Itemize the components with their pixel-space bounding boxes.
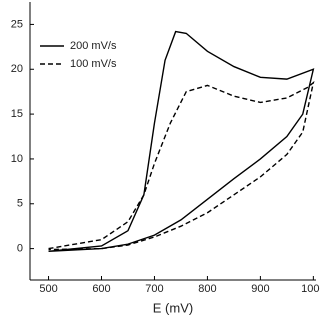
- x-axis-label: E (mV): [153, 300, 193, 315]
- legend-label: 200 mV/s: [70, 40, 117, 52]
- y-tick-label: 0: [17, 243, 23, 255]
- series-line: [48, 80, 315, 251]
- series-line: [48, 30, 315, 253]
- y-tick-label: 10: [11, 153, 23, 165]
- y-tick-label: 5: [17, 198, 23, 210]
- y-tick-label: 15: [11, 108, 23, 120]
- x-tick-label: 800: [198, 283, 216, 295]
- x-tick-label: 500: [39, 283, 57, 295]
- x-tick-label: 600: [92, 283, 110, 295]
- legend-label: 100 mV/s: [70, 58, 117, 70]
- y-tick-label: 20: [11, 63, 23, 75]
- y-tick-label: 25: [11, 18, 23, 30]
- x-tick-label: 1000: [301, 283, 320, 295]
- x-tick-label: 700: [145, 283, 163, 295]
- x-tick-label: 900: [251, 283, 269, 295]
